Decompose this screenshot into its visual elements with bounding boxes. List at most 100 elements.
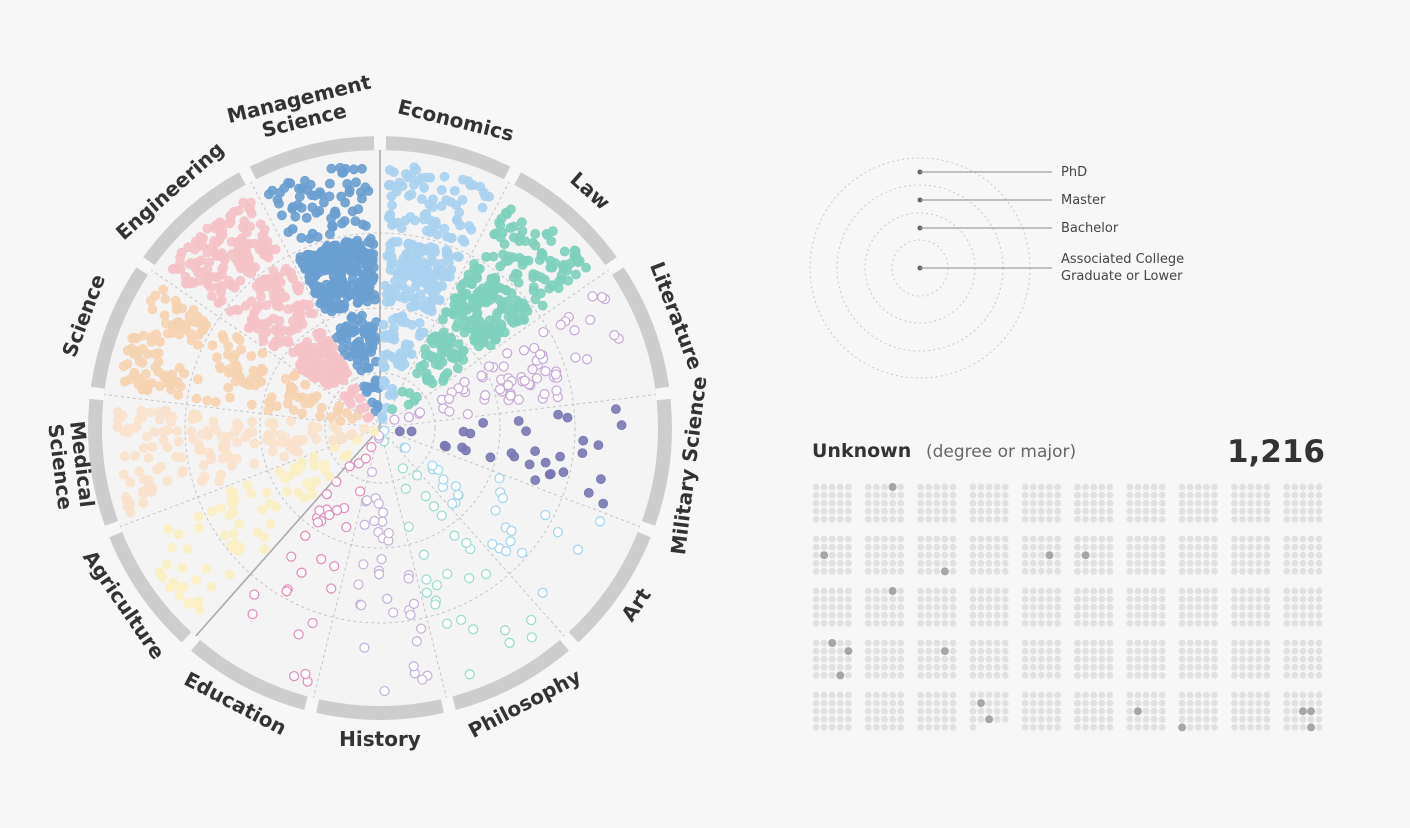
- data-point: [498, 249, 509, 260]
- unknown-dot: [1134, 543, 1142, 551]
- unknown-dot: [1134, 715, 1142, 723]
- data-point: [290, 211, 301, 222]
- unknown-dot: [993, 655, 1001, 663]
- unknown-dot: [1299, 699, 1307, 707]
- unknown-dot: [1150, 639, 1158, 647]
- unknown-dot: [917, 647, 924, 655]
- unknown-dot: [897, 663, 905, 671]
- unknown-dot: [1231, 507, 1238, 515]
- unknown-dot: [1029, 715, 1037, 723]
- data-point: [284, 470, 295, 481]
- unknown-dot: [1291, 491, 1299, 499]
- data-point: [458, 426, 469, 437]
- unknown-dot: [836, 543, 844, 551]
- unknown-dot: [1029, 595, 1037, 603]
- data-point: [439, 171, 450, 182]
- data-point: [215, 230, 226, 241]
- data-point: [376, 553, 387, 565]
- unknown-dot: [881, 595, 888, 603]
- unknown-dot: [1021, 587, 1029, 595]
- unknown-dot: [1231, 568, 1238, 575]
- unknown-dot: [1315, 535, 1323, 543]
- unknown-dot: [812, 535, 820, 543]
- unknown-dot: [1211, 543, 1218, 551]
- data-point: [420, 344, 431, 354]
- unknown-dot: [1194, 639, 1202, 647]
- data-point: [225, 392, 235, 403]
- data-point: [316, 402, 327, 413]
- data-point: [386, 284, 397, 295]
- sector-divider: [119, 427, 381, 528]
- unknown-dot: [1029, 672, 1037, 679]
- unknown-dot: [1263, 595, 1271, 603]
- unknown-dot: [949, 647, 957, 655]
- unknown-dot: [1283, 672, 1291, 679]
- unknown-dot: [1134, 535, 1142, 543]
- unknown-dot: [1203, 516, 1210, 523]
- data-point: [171, 304, 182, 315]
- unknown-dot: [1134, 595, 1142, 603]
- unknown-dot: [1134, 672, 1142, 679]
- unknown-dot: [1255, 535, 1263, 543]
- unknown-dot: [1307, 639, 1315, 647]
- unknown-dot: [1203, 647, 1210, 655]
- unknown-dot: [1315, 507, 1323, 515]
- data-point: [192, 339, 203, 350]
- data-point: [162, 328, 173, 339]
- unknown-dot: [977, 639, 985, 647]
- data-point: [461, 288, 472, 299]
- unknown-dot: [836, 587, 844, 595]
- unknown-dot: [941, 516, 949, 523]
- data-point: [542, 230, 553, 240]
- unknown-dot: [812, 672, 820, 679]
- unknown-dot: [1098, 724, 1106, 731]
- unknown-dot: [1090, 699, 1098, 707]
- unknown-dot: [1194, 647, 1202, 655]
- data-point: [198, 460, 209, 470]
- unknown-dot: [845, 611, 852, 619]
- unknown-dot: [1263, 707, 1271, 715]
- unknown-dot: [1029, 551, 1037, 559]
- data-point: [537, 587, 548, 598]
- unknown-dot: [1158, 559, 1166, 567]
- data-point: [361, 495, 373, 506]
- unknown-dot: [1054, 611, 1061, 619]
- unknown-dot: [993, 491, 1001, 499]
- unknown-dot: [1082, 611, 1089, 619]
- data-point: [309, 360, 320, 371]
- unknown-dot: [949, 691, 957, 699]
- unknown-dot: [1194, 715, 1202, 723]
- unknown-dot: [1074, 691, 1081, 699]
- unknown-dot: [889, 543, 896, 551]
- unknown-dot: [1150, 724, 1158, 731]
- data-point: [430, 599, 441, 610]
- data-point: [123, 496, 133, 507]
- data-point: [499, 327, 510, 338]
- unknown-dot: [889, 724, 896, 731]
- data-point: [305, 274, 316, 285]
- data-point: [268, 289, 279, 300]
- unknown-dot: [845, 707, 852, 715]
- unknown-dot: [1038, 647, 1045, 655]
- unknown-dot: [933, 655, 941, 663]
- data-point: [191, 393, 202, 404]
- unknown-dot: [1239, 691, 1246, 699]
- unknown-dot: [897, 551, 905, 559]
- unknown-dot: [993, 568, 1001, 575]
- unknown-dot: [1134, 499, 1142, 507]
- unknown-dot: [873, 507, 880, 515]
- unknown-dot: [1158, 499, 1166, 507]
- data-point: [407, 319, 418, 330]
- data-point: [593, 440, 604, 451]
- unknown-dot: [828, 663, 836, 671]
- data-point: [134, 466, 145, 477]
- data-point: [513, 394, 524, 405]
- unknown-dot: [1186, 499, 1194, 507]
- unknown-dot: [1283, 568, 1291, 575]
- unknown-dot: [864, 699, 872, 707]
- unknown-dot: [820, 691, 828, 699]
- data-point: [354, 486, 366, 497]
- unknown-dot: [1247, 535, 1254, 543]
- data-point: [551, 385, 562, 396]
